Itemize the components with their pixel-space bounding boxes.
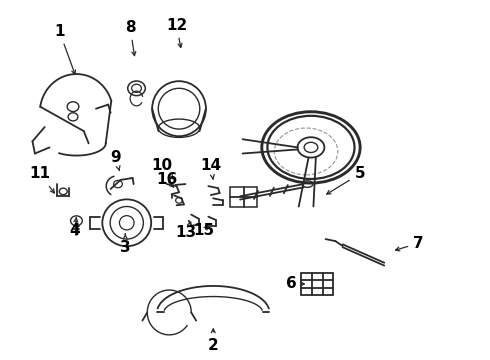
Text: 2: 2 bbox=[208, 329, 219, 352]
Text: 3: 3 bbox=[120, 234, 131, 255]
Text: 10: 10 bbox=[151, 158, 173, 179]
Bar bbox=[230, 187, 257, 207]
Text: 1: 1 bbox=[54, 24, 75, 74]
Text: 16: 16 bbox=[156, 172, 177, 188]
Text: 14: 14 bbox=[200, 158, 221, 179]
Text: 4: 4 bbox=[70, 218, 80, 238]
Text: 7: 7 bbox=[395, 236, 424, 251]
Text: 5: 5 bbox=[327, 166, 365, 194]
Bar bbox=[301, 273, 333, 295]
Text: 13: 13 bbox=[176, 222, 197, 240]
Text: 11: 11 bbox=[29, 166, 54, 193]
Text: 8: 8 bbox=[125, 20, 136, 56]
Text: 12: 12 bbox=[166, 18, 187, 48]
Text: 9: 9 bbox=[110, 150, 121, 171]
Text: 6: 6 bbox=[286, 276, 304, 291]
Text: 15: 15 bbox=[193, 224, 214, 238]
